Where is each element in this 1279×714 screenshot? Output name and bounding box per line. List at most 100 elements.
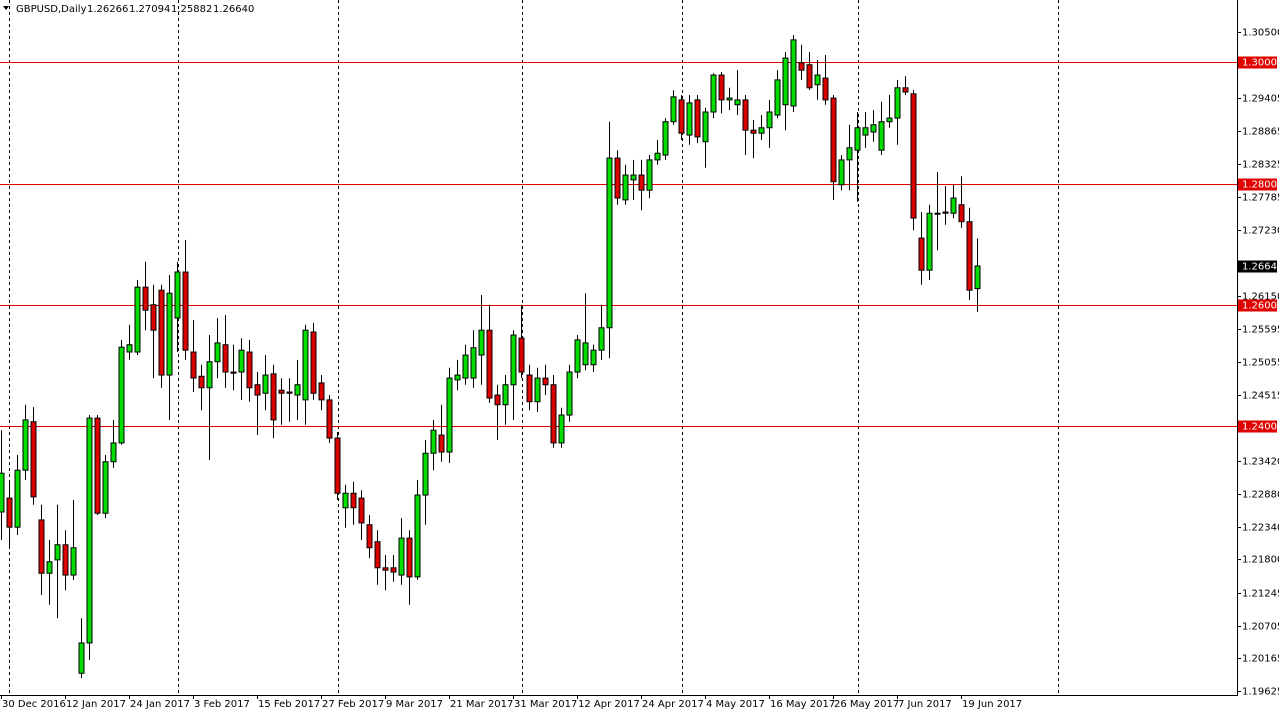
candle-body bbox=[318, 382, 325, 401]
y-tick-label: 1.28865 bbox=[1242, 127, 1279, 138]
candle-body bbox=[534, 377, 541, 403]
candle-body bbox=[142, 286, 149, 311]
candle-body bbox=[830, 97, 837, 183]
candle-body bbox=[902, 87, 909, 93]
candle-body bbox=[206, 361, 213, 389]
candle-body bbox=[838, 159, 845, 186]
y-tick-label: 1.21800 bbox=[1242, 555, 1279, 566]
candle-body bbox=[182, 271, 189, 351]
candle-body bbox=[454, 374, 461, 381]
candle-body bbox=[662, 121, 669, 156]
candle-body bbox=[262, 374, 269, 394]
candle-body bbox=[0, 472, 5, 513]
candle-body bbox=[406, 537, 413, 578]
candle-body bbox=[422, 452, 429, 496]
candle-body bbox=[878, 121, 885, 151]
candle-body bbox=[694, 99, 701, 138]
candle-body bbox=[782, 57, 789, 106]
x-tick-label: 24 Jan 2017 bbox=[130, 699, 190, 710]
candle-body bbox=[358, 497, 365, 524]
candle-body bbox=[134, 286, 141, 353]
candle-body bbox=[958, 204, 965, 223]
candle-body bbox=[342, 492, 349, 509]
y-tick-label: 1.26150 bbox=[1242, 292, 1279, 303]
y-tick-label: 1.28325 bbox=[1242, 160, 1279, 171]
candle-body bbox=[478, 329, 485, 356]
candle-body bbox=[526, 374, 533, 403]
x-tick-label: 27 Feb 2017 bbox=[322, 699, 384, 710]
y-tick-label: 1.25055 bbox=[1242, 358, 1279, 369]
candle-body bbox=[638, 174, 645, 191]
menu-arrow[interactable] bbox=[3, 6, 9, 10]
x-tick-label: 24 Apr 2017 bbox=[642, 699, 704, 710]
candle-body bbox=[158, 289, 165, 376]
candle-body bbox=[286, 391, 293, 394]
candle-body bbox=[926, 212, 933, 271]
candle-body bbox=[390, 567, 397, 573]
candle-body bbox=[38, 519, 45, 574]
y-tick-label: 1.20165 bbox=[1242, 654, 1279, 665]
candle-body bbox=[966, 221, 973, 291]
level-label: 1.30000 bbox=[1242, 58, 1279, 69]
candle-body bbox=[574, 339, 581, 373]
candle-body bbox=[446, 377, 453, 453]
candle-body bbox=[270, 373, 277, 421]
candle-body bbox=[598, 327, 605, 351]
candle-body bbox=[294, 384, 301, 396]
candle-body bbox=[942, 211, 949, 214]
candle-body bbox=[950, 197, 957, 214]
candle-body bbox=[774, 79, 781, 116]
candle-body bbox=[862, 127, 869, 136]
candle-body bbox=[494, 394, 501, 406]
last-price-box bbox=[1238, 260, 1277, 273]
x-tick-label: 3 Feb 2017 bbox=[194, 699, 250, 710]
candle-body bbox=[798, 62, 805, 71]
candle-body bbox=[334, 437, 341, 494]
x-tick-label: 12 Jan 2017 bbox=[66, 699, 126, 710]
y-tick-label: 1.22340 bbox=[1242, 523, 1279, 534]
candle-body bbox=[374, 541, 381, 569]
candle-body bbox=[126, 344, 133, 353]
candle-body bbox=[670, 96, 677, 123]
candle-body bbox=[590, 349, 597, 366]
candle-body bbox=[734, 99, 741, 106]
candle-body bbox=[366, 524, 373, 549]
y-tick-label: 1.23420 bbox=[1242, 457, 1279, 468]
x-tick-label: 7 Jun 2017 bbox=[898, 699, 952, 710]
candle-body bbox=[934, 212, 941, 215]
candle-body bbox=[606, 157, 613, 329]
candle-body bbox=[30, 421, 37, 498]
x-tick-label: 16 May 2017 bbox=[770, 699, 835, 710]
y-tick-label: 1.27230 bbox=[1242, 226, 1279, 237]
candle-body bbox=[238, 349, 245, 373]
candle-body bbox=[310, 331, 317, 394]
x-tick-label: 12 Apr 2017 bbox=[578, 699, 640, 710]
candle-body bbox=[78, 642, 85, 674]
quote-value: 1.26640 bbox=[213, 4, 254, 15]
candle-body bbox=[502, 384, 509, 406]
candle-body bbox=[766, 111, 773, 129]
level-label-box bbox=[1238, 299, 1277, 312]
level-label-box bbox=[1238, 178, 1277, 191]
candle-body bbox=[870, 124, 877, 133]
candle-body bbox=[214, 342, 221, 363]
candle-body bbox=[398, 537, 405, 576]
candle-body bbox=[702, 111, 709, 143]
candle-body bbox=[918, 237, 925, 271]
x-tick-label: 9 Mar 2017 bbox=[386, 699, 443, 710]
candle-body bbox=[470, 347, 477, 379]
candle-body bbox=[118, 346, 125, 444]
x-tick-label: 19 Jun 2017 bbox=[962, 699, 1022, 710]
candle-body bbox=[582, 342, 589, 366]
candle-body bbox=[750, 129, 757, 134]
candle-body bbox=[350, 492, 357, 509]
candle-body bbox=[102, 461, 109, 514]
candle-body bbox=[246, 351, 253, 389]
candle-body bbox=[190, 351, 197, 379]
candle-body bbox=[166, 292, 173, 376]
candle-body bbox=[894, 87, 901, 119]
quote-value: 1.25882 bbox=[171, 4, 212, 15]
last-price-label: 1.26640 bbox=[1242, 262, 1279, 273]
